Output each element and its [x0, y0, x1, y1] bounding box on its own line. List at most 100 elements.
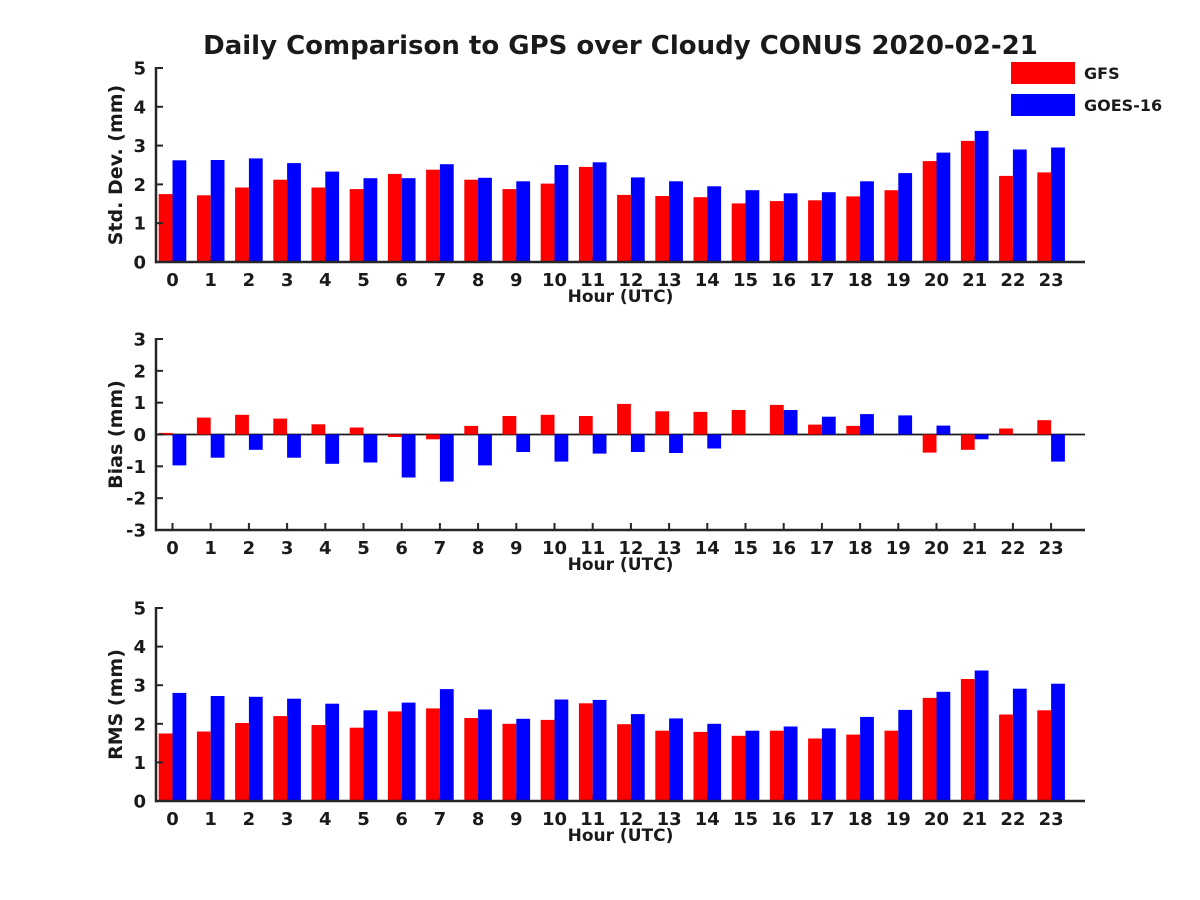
bar-gfs-h5 — [349, 727, 364, 801]
bar-goes-16-h21 — [974, 670, 989, 801]
legend-label-gfs: GFS — [1084, 63, 1120, 83]
y-axis-label: RMS (mm) — [105, 649, 127, 760]
bar-gfs-h18 — [846, 425, 861, 435]
x-tick-label: 12 — [618, 538, 643, 559]
bar-goes-16-h16 — [783, 410, 798, 435]
x-tick-label: 13 — [657, 270, 682, 291]
x-tick-label: 9 — [510, 270, 523, 291]
bar-goes-16-h15 — [745, 730, 760, 801]
x-tick-label: 20 — [924, 809, 949, 830]
y-tick-label: 1 — [133, 214, 146, 235]
x-tick-label: 21 — [962, 809, 987, 830]
x-tick-label: 21 — [962, 270, 987, 291]
x-tick-label: 0 — [166, 538, 179, 559]
x-tick-label: 7 — [434, 538, 447, 559]
x-tick-label: 20 — [924, 538, 949, 559]
y-tick-label: 3 — [133, 330, 146, 351]
x-axis-label: Hour (UTC) — [568, 826, 674, 846]
bar-gfs-h8 — [464, 718, 479, 801]
bar-gfs-h6 — [387, 711, 402, 801]
bar-goes-16-h17 — [821, 728, 836, 801]
y-tick-label: 0 — [133, 792, 146, 813]
x-axis-label: Hour (UTC) — [568, 555, 674, 575]
bar-gfs-h4 — [311, 424, 326, 435]
x-tick-label: 15 — [733, 809, 758, 830]
bar-goes-16-h6 — [401, 434, 416, 478]
bar-goes-16-h18 — [860, 181, 874, 262]
x-tick-label: 23 — [1039, 538, 1064, 559]
bar-goes-16-h17 — [821, 416, 836, 435]
bar-gfs-h14 — [693, 731, 708, 801]
bar-goes-16-h5 — [363, 178, 378, 262]
x-tick-label: 13 — [657, 538, 682, 559]
x-tick-label: 1 — [204, 809, 217, 830]
bar-goes-16-h6 — [401, 178, 416, 262]
x-tick-label: 22 — [1000, 538, 1025, 559]
y-tick-label: 1 — [133, 753, 146, 774]
x-tick-label: 16 — [771, 538, 796, 559]
bar-gfs-h1 — [196, 731, 211, 801]
x-tick-label: 19 — [886, 809, 911, 830]
bar-gfs-h21 — [960, 140, 975, 262]
x-tick-label: 2 — [243, 538, 256, 559]
bar-gfs-h12 — [617, 194, 631, 262]
x-tick-label: 10 — [542, 809, 567, 830]
y-tick-label: 4 — [133, 97, 146, 118]
x-tick-label: 15 — [733, 270, 758, 291]
bar-goes-16-h22 — [1012, 688, 1027, 801]
bar-goes-16-h3 — [287, 163, 301, 262]
bar-goes-16-h18 — [860, 414, 874, 435]
bar-gfs-h11 — [578, 703, 593, 801]
bar-goes-16-h5 — [363, 434, 378, 463]
bar-gfs-h8 — [464, 179, 479, 262]
bar-gfs-h23 — [1037, 710, 1052, 801]
bar-gfs-h13 — [655, 196, 670, 262]
bar-gfs-h15 — [731, 203, 746, 262]
x-tick-label: 6 — [395, 538, 408, 559]
x-tick-label: 5 — [357, 270, 370, 291]
bar-gfs-h18 — [846, 196, 861, 262]
bar-gfs-h0 — [158, 733, 173, 801]
bar-goes-16-h7 — [439, 164, 454, 262]
bar-gfs-h20 — [922, 697, 937, 801]
bar-goes-16-h6 — [401, 702, 416, 801]
bar-gfs-h23 — [1037, 420, 1052, 435]
x-tick-label: 15 — [733, 538, 758, 559]
bar-goes-16-h0 — [172, 160, 187, 262]
bar-gfs-h2 — [235, 414, 249, 435]
y-tick-label: 3 — [133, 136, 146, 157]
bar-gfs-h21 — [960, 679, 975, 801]
x-tick-label: 18 — [848, 809, 873, 830]
bar-goes-16-h13 — [669, 181, 683, 262]
x-tick-label: 9 — [510, 538, 523, 559]
bar-goes-16-h8 — [478, 709, 492, 801]
x-tick-label: 8 — [472, 270, 485, 291]
bar-goes-16-h0 — [172, 692, 187, 801]
bar-gfs-h4 — [311, 187, 326, 262]
x-tick-label: 7 — [434, 270, 447, 291]
bar-goes-16-h4 — [325, 434, 340, 464]
x-tick-label: 22 — [1000, 270, 1025, 291]
legend-label-goes16: GOES-16 — [1084, 95, 1163, 115]
bar-gfs-h2 — [235, 187, 249, 262]
bar-gfs-h10 — [540, 183, 555, 262]
x-tick-label: 14 — [695, 809, 720, 830]
x-tick-label: 19 — [886, 270, 911, 291]
y-tick-label: 0 — [133, 425, 146, 446]
bar-goes-16-h16 — [783, 193, 798, 262]
x-tick-label: 9 — [510, 809, 523, 830]
bar-goes-16-h13 — [669, 434, 683, 453]
x-tick-label: 23 — [1039, 809, 1064, 830]
x-tick-label: 1 — [204, 270, 217, 291]
bar-goes-16-h19 — [898, 173, 913, 262]
y-axis-label: Std. Dev. (mm) — [105, 85, 127, 246]
bar-goes-16-h16 — [783, 726, 798, 801]
bar-gfs-h11 — [578, 166, 593, 262]
x-tick-label: 16 — [771, 270, 796, 291]
bar-goes-16-h10 — [554, 165, 569, 262]
x-tick-label: 0 — [166, 270, 179, 291]
bar-goes-16-h7 — [439, 689, 454, 801]
